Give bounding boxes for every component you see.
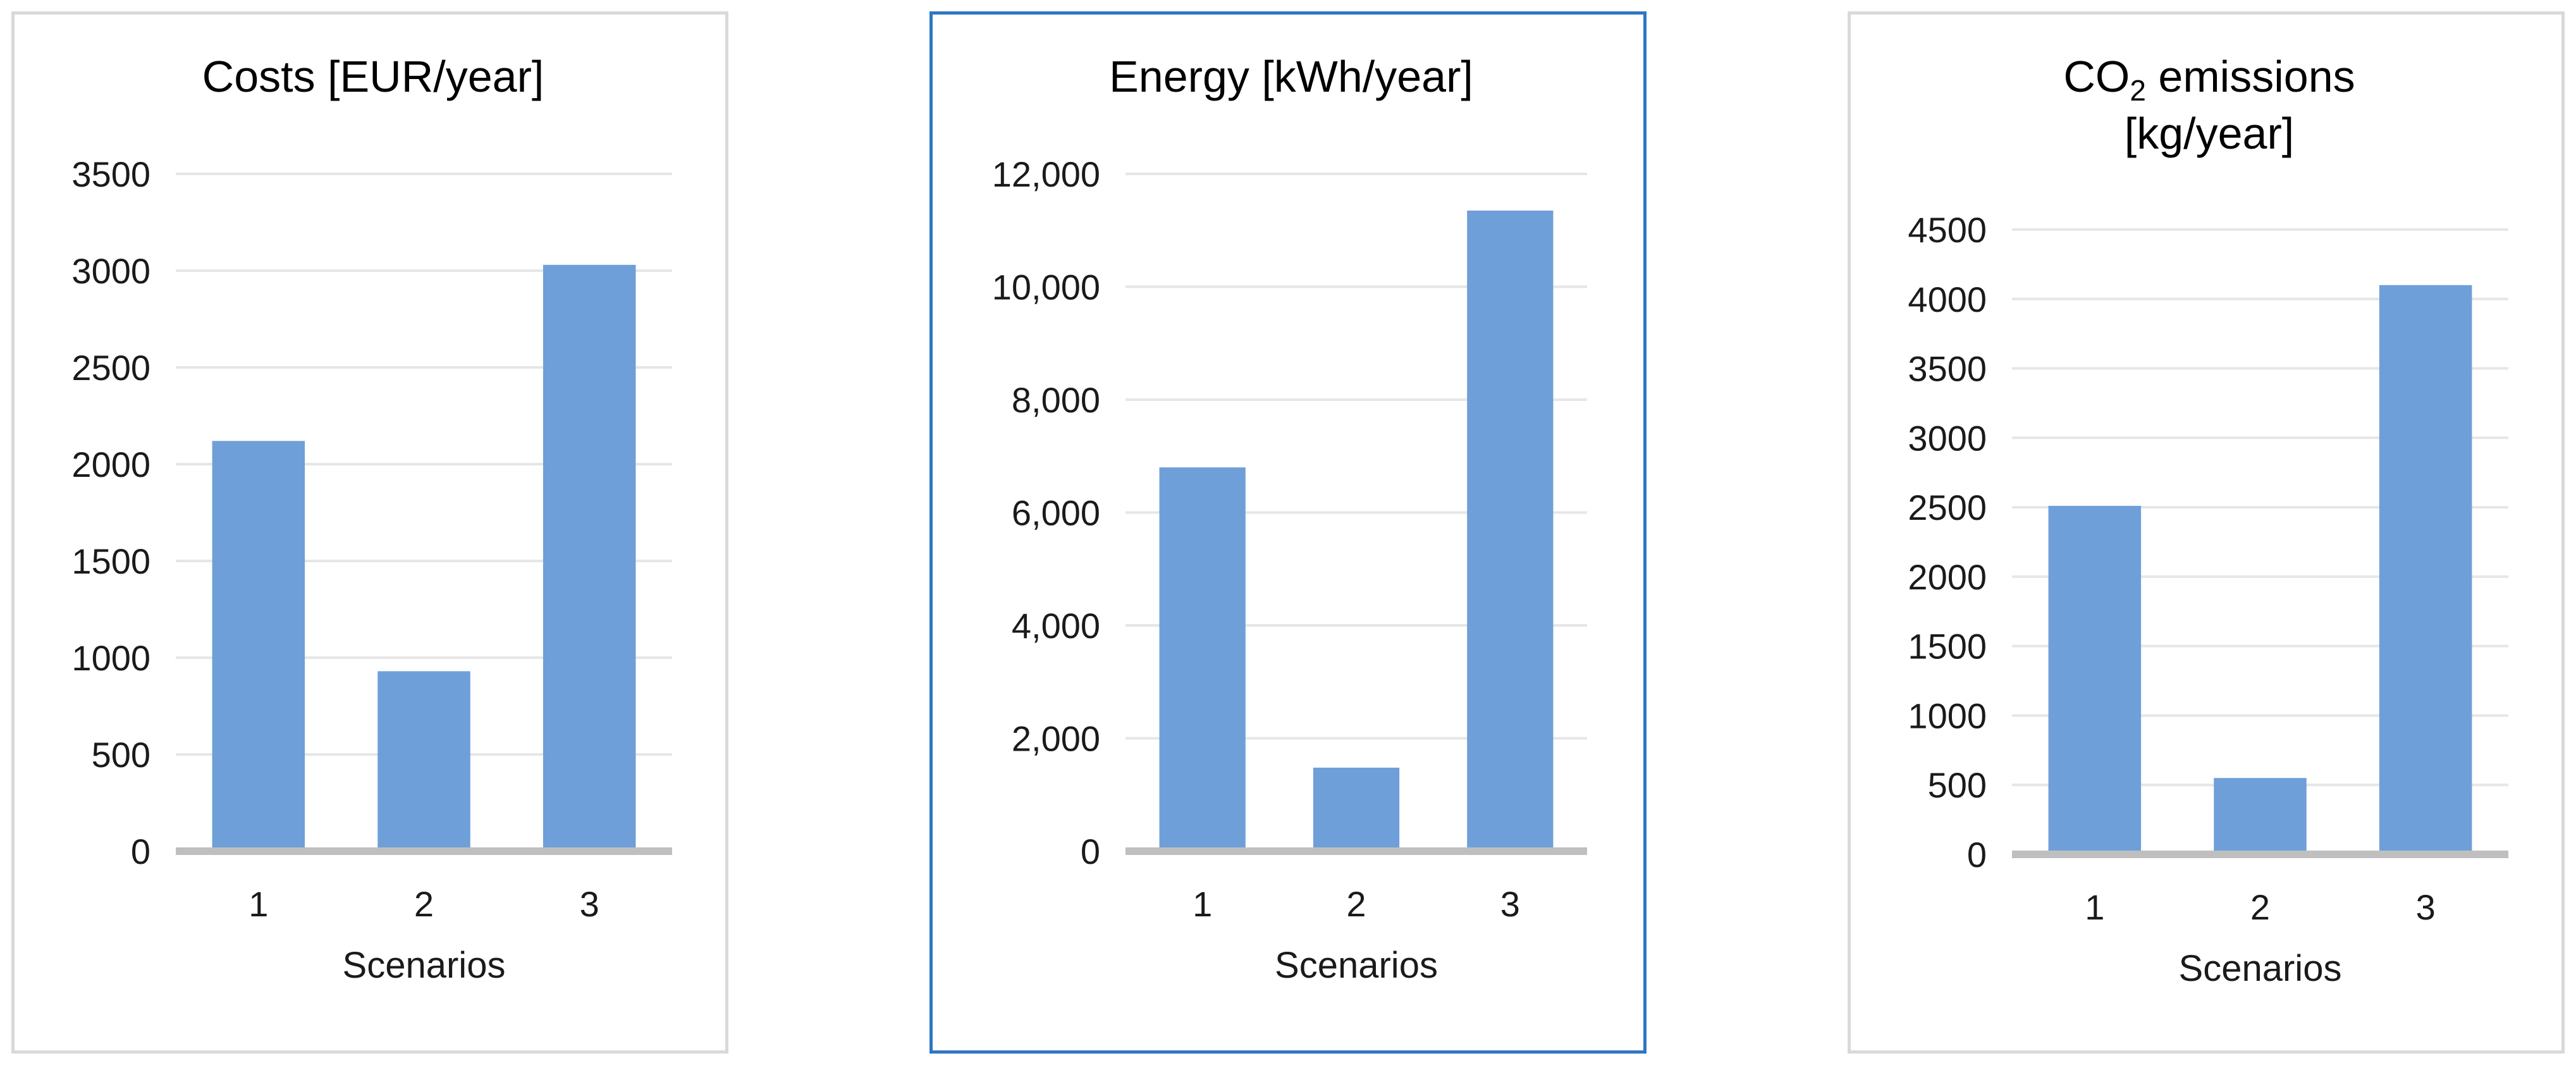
co2-chart-title: CO2 emissions: [2063, 52, 2355, 107]
bar-scenario-1: [2048, 505, 2142, 854]
x-tick-label: 1: [2085, 887, 2104, 927]
y-tick-label: 3000: [71, 251, 150, 291]
y-tick-label: 1000: [71, 638, 150, 678]
x-tick-label: 3: [1500, 884, 1520, 924]
co2-emissions-chart-panel: CO2 emissions [kg/year] 0 500 1000 1500 2000 25…: [1848, 11, 2565, 1054]
y-tick-label: 12,000: [992, 154, 1100, 194]
x-tick-label: 3: [2416, 887, 2436, 927]
bar-scenario-1: [212, 441, 305, 851]
y-tick-label: 3500: [1908, 349, 1987, 389]
bar-scenario-2: [377, 671, 470, 851]
x-tick-label: 2: [1346, 884, 1366, 924]
y-tick-label: 0: [1081, 832, 1100, 871]
x-tick-label: 2: [2250, 887, 2270, 927]
x-axis-label: Scenarios: [1275, 945, 1438, 986]
bar-scenario-1: [1159, 467, 1246, 851]
y-tick-label: 10,000: [992, 268, 1100, 307]
x-tick-label: 3: [580, 884, 599, 924]
y-tick-label: 4000: [1908, 280, 1987, 319]
y-tick-label: 3000: [1908, 418, 1987, 458]
bar-scenario-3: [2379, 285, 2472, 854]
y-tick-label: 500: [92, 735, 150, 775]
bar-scenario-3: [1467, 211, 1554, 851]
y-tick-label: 2500: [1908, 488, 1987, 527]
y-tick-label: 1500: [1908, 627, 1987, 667]
y-tick-label: 1500: [71, 541, 150, 581]
y-tick-label: 4,000: [1012, 606, 1100, 646]
y-tick-label: 1000: [1908, 696, 1987, 735]
y-tick-label: 3500: [71, 154, 150, 194]
co2-emissions-chart: CO2 emissions[kg/year] 0 500 1000 1500 2000 25…: [1908, 52, 2508, 989]
bar-scenario-3: [543, 264, 636, 851]
y-tick-label: 0: [1967, 835, 1987, 875]
y-tick-label: 2000: [71, 445, 150, 484]
y-tick-label: 8,000: [1012, 380, 1100, 420]
y-tick-label: 2,000: [1012, 719, 1100, 759]
energy-chart-panel: Energy [kWh/year] 0 2,000 4,000 6,000 8,000 10…: [929, 11, 1647, 1054]
costs-chart-title: Costs [EUR/year]: [202, 52, 544, 101]
y-tick-label: 0: [131, 832, 150, 871]
costs-chart: Costs [EUR/year] 0 500 1000 1500 2000 2500 3000…: [71, 52, 672, 986]
x-axis-label: Scenarios: [2179, 948, 2342, 989]
x-tick-label: 2: [414, 884, 434, 924]
y-tick-label: 2000: [1908, 557, 1987, 597]
co2-chart-title-line2: [kg/year]: [2125, 109, 2294, 158]
x-tick-label: 1: [248, 884, 268, 924]
x-axis-label: Scenarios: [343, 945, 506, 986]
y-tick-label: 2500: [71, 348, 150, 388]
y-tick-label: 6,000: [1012, 493, 1100, 533]
energy-chart-title: Energy [kWh/year]: [1109, 52, 1473, 101]
energy-chart: Energy [kWh/year] 0 2,000 4,000 6,000 8,000 10…: [992, 52, 1587, 986]
costs-chart-panel: Costs [EUR/year] 0 500 1000 1500 2000 2500 3000…: [11, 11, 728, 1054]
y-tick-label: 500: [1928, 765, 1987, 805]
x-tick-label: 1: [1193, 884, 1212, 924]
bar-scenario-2: [1313, 767, 1400, 851]
bar-scenario-2: [2214, 778, 2307, 854]
y-tick-label: 4500: [1908, 210, 1987, 250]
